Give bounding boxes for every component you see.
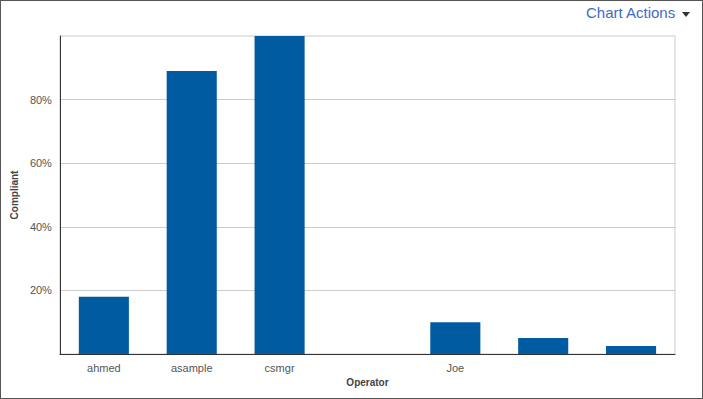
svg-text:Compliant: Compliant: [9, 170, 20, 220]
svg-text:Joe: Joe: [446, 362, 464, 374]
svg-text:csmgr: csmgr: [265, 362, 295, 374]
svg-text:asample: asample: [171, 362, 213, 374]
svg-text:Chart Actions: Chart Actions: [586, 4, 675, 21]
svg-text:40%: 40%: [30, 221, 52, 233]
svg-text:Operator: Operator: [346, 377, 388, 388]
svg-text:60%: 60%: [30, 157, 52, 169]
svg-text:80%: 80%: [30, 94, 52, 106]
svg-text:ahmed: ahmed: [87, 362, 121, 374]
svg-text:20%: 20%: [30, 284, 52, 296]
